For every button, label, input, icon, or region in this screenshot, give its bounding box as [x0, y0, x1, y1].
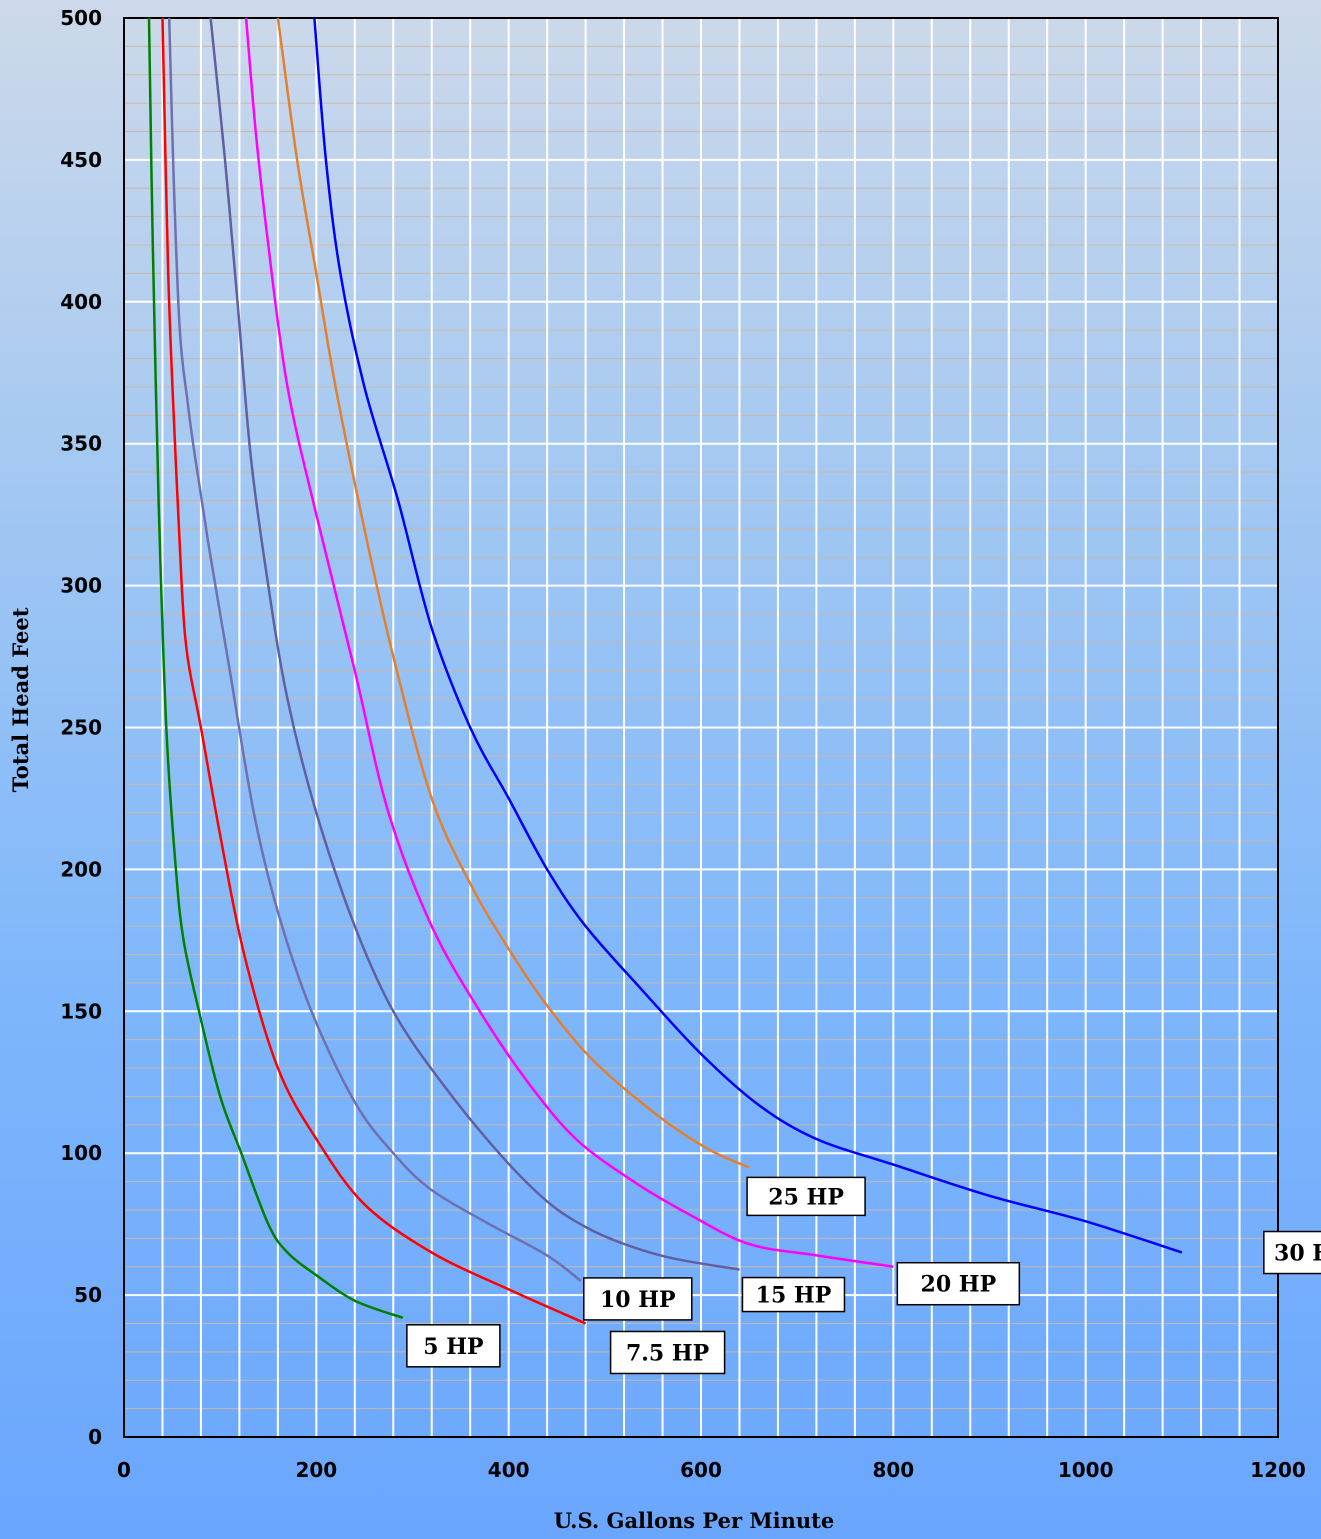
y-tick-label: 200	[60, 857, 102, 881]
series-label-box-10-hp	[583, 1277, 693, 1321]
series-label-box-15-hp	[741, 1276, 846, 1313]
series-label-box-7-5-hp	[609, 1330, 726, 1375]
series-label-box-5-hp	[406, 1324, 501, 1368]
series-line-7-5-hp	[161, 17, 587, 1325]
series-label-box-20-hp	[896, 1261, 1021, 1306]
y-tick-label: 500	[60, 6, 102, 30]
y-tick-label: 150	[60, 999, 102, 1023]
y-tick-label: 100	[60, 1141, 102, 1165]
y-axis-title: Total Head Feet	[8, 607, 33, 792]
series-line-30-hp	[313, 17, 1183, 1254]
series-label-5-hp: 5 HP	[423, 1334, 483, 1360]
plot-area-frame	[123, 17, 1279, 1438]
y-tick-label: 300	[60, 574, 102, 598]
series-label-20-hp: 20 HP	[921, 1272, 997, 1298]
series-line-5-hp	[147, 17, 404, 1319]
y-tick-label: 0	[88, 1425, 102, 1449]
x-axis-title: U.S. Gallons Per Minute	[554, 1508, 834, 1533]
y-tick-label: 400	[60, 290, 102, 314]
y-tick-label: 450	[60, 148, 102, 172]
series-line-25-hp	[276, 17, 750, 1169]
series-label-30-hp: 30 HP	[1274, 1241, 1321, 1267]
series-label-15-hp: 15 HP	[756, 1283, 832, 1309]
x-tick-label: 400	[488, 1458, 530, 1482]
series-label-25-hp: 25 HP	[768, 1184, 844, 1210]
series-lines	[147, 17, 1183, 1325]
y-tick-label: 250	[60, 716, 102, 740]
series-line-15-hp	[209, 17, 740, 1271]
x-tick-label: 1000	[1058, 1458, 1114, 1482]
major-gridlines	[124, 18, 1278, 1437]
x-tick-label: 1200	[1250, 1458, 1306, 1482]
x-tick-label: 800	[872, 1458, 914, 1482]
series-label-box-25-hp	[746, 1176, 866, 1217]
x-tick-label: 600	[680, 1458, 722, 1482]
series-line-10-hp	[167, 17, 582, 1282]
x-tick-label: 0	[117, 1458, 131, 1482]
series-labels: 5 HP 7.5 HP 10 HP 15 HP 20 HP 25 HP 30 HP	[406, 1176, 1321, 1375]
series-label-7-5-hp: 7.5 HP	[626, 1340, 709, 1366]
series-line-20-hp	[244, 17, 894, 1268]
y-tick-label: 50	[74, 1283, 102, 1307]
series-label-10-hp: 10 HP	[600, 1287, 676, 1313]
series-label-box-30-hp	[1263, 1230, 1321, 1275]
x-axis-ticks: 0 200 400 600 800 1000 1200	[117, 1458, 1306, 1482]
x-tick-label: 200	[295, 1458, 337, 1482]
y-axis-ticks: 0 50 100 150 200 250 300 350 400 450 500	[60, 6, 102, 1449]
y-tick-label: 350	[60, 432, 102, 456]
